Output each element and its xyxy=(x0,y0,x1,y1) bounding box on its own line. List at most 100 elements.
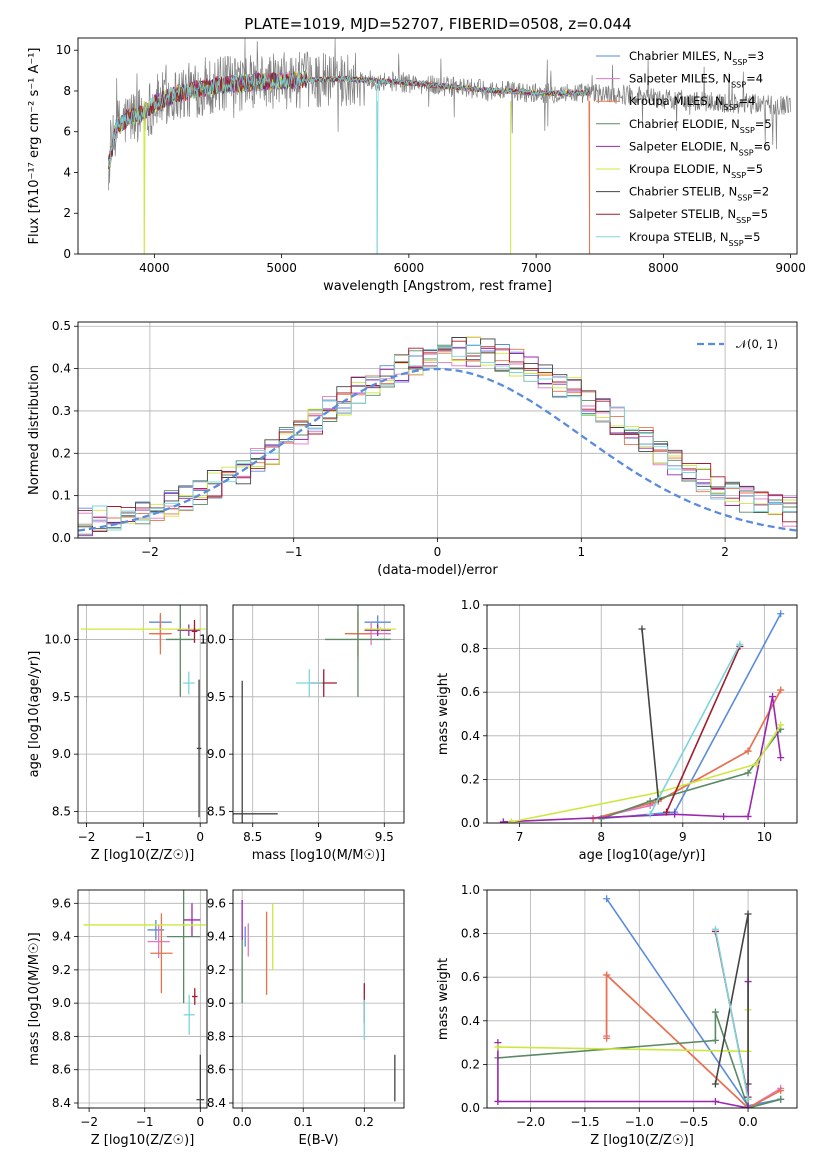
legend-label-chabrier_elodie: Chabrier ELODIE, NSSP=5 xyxy=(629,117,772,135)
weight-line-kroupa_elodie xyxy=(497,1009,749,1053)
y-tick-label: 9.0 xyxy=(207,996,226,1010)
y-tick-label: 8.8 xyxy=(207,1029,226,1043)
y-tick-label: 10.0 xyxy=(199,632,226,646)
y-tick-label: 0.0 xyxy=(52,531,71,545)
x-axis-label: age [log10(age/yr)] xyxy=(579,848,706,863)
y-tick-label: 0.1 xyxy=(52,489,71,503)
legend-label-normal: 𝒩(0, 1) xyxy=(736,337,778,351)
y-tick-label: 0.5 xyxy=(52,319,71,333)
weight-line-kroupa_elodie xyxy=(511,724,782,823)
y-tick-label: 8.4 xyxy=(52,1096,71,1110)
weight-marker-salpeter_elodie xyxy=(777,754,785,762)
panel-weight_vs_age: 7 8 9 10 0.0 0.2 0.4 0.6 0.8 1.0 age [log10(age/yr… xyxy=(436,598,798,863)
y-tick-label: 10 xyxy=(56,43,71,57)
y-tick-label: 0.4 xyxy=(461,1014,480,1028)
plot-area xyxy=(80,605,206,818)
y-tick-label: 0.3 xyxy=(52,404,71,418)
weight-marker-salpeter_elodie xyxy=(499,818,507,823)
x-tick-label: 0 xyxy=(196,830,204,844)
x-tick-label: 0.0 xyxy=(739,1115,758,1129)
y-axis-label: mass weight xyxy=(436,673,451,755)
weight-marker-kroupa_stelib xyxy=(744,1095,752,1103)
weight-line-kroupa_stelib xyxy=(714,929,749,1100)
legend-subscript: SSP xyxy=(737,193,752,202)
weight-line-kroupa_miles xyxy=(605,973,782,1108)
y-tick-label: 0.0 xyxy=(461,1101,480,1115)
axes-frame xyxy=(486,889,798,1109)
plot-area xyxy=(241,899,396,1102)
legend-subscript: SSP xyxy=(731,80,746,89)
plot-area xyxy=(83,890,206,1108)
weight-marker-chabrier_miles xyxy=(777,610,785,618)
weight-marker-salpeter_elodie xyxy=(671,810,679,818)
weight-marker-kroupa_elodie xyxy=(507,818,515,823)
spectrum-model-kroupa_stelib xyxy=(108,71,590,254)
x-tick-label: 6000 xyxy=(394,261,425,275)
y-axis-label: mass [log10(M/M☉)] xyxy=(27,932,42,1065)
y-tick-label: 8.4 xyxy=(207,1096,226,1110)
weight-line-chabrier_elodie xyxy=(600,728,782,820)
legend-value: =4 xyxy=(746,72,763,86)
axes-frame xyxy=(77,604,208,824)
weight-marker-chabrier_elodie xyxy=(744,769,752,777)
y-tick-label: 0.4 xyxy=(461,729,480,743)
y-tick-label: 9.4 xyxy=(52,930,71,944)
weight-line-salpeter_elodie xyxy=(497,981,749,1108)
x-tick-label: 0.0 xyxy=(233,1115,252,1129)
legend-label-salpeter_stelib: Salpeter STELIB, NSSP=5 xyxy=(629,207,768,225)
x-tick-label: −2.0 xyxy=(516,1115,545,1129)
y-tick-label: 9.2 xyxy=(207,963,226,977)
y-tick-label: 9.5 xyxy=(52,690,71,704)
y-axis-label: mass weight xyxy=(436,958,451,1040)
y-tick-label: 9.0 xyxy=(52,747,71,761)
y-tick-label: 0.0 xyxy=(461,816,480,830)
panel-age_vs_mass: 8.5 9 9.5 8.5 9.0 9.5 10.0 mass [log10(M/M☉)] xyxy=(199,604,405,863)
x-tick-label: 0.1 xyxy=(294,1115,313,1129)
x-tick-label: 9.5 xyxy=(375,830,394,844)
y-tick-label: 8.5 xyxy=(52,805,71,819)
legend-label-kroupa_miles: Kroupa MILES, NSSP=4 xyxy=(629,94,755,112)
x-axis-label: Z [log10(Z/Z☉)] xyxy=(590,1133,694,1148)
x-tick-label: −1 xyxy=(135,830,153,844)
y-tick-label: 0.6 xyxy=(461,970,480,984)
x-tick-label: 0 xyxy=(434,545,442,559)
weight-marker-kroupa_miles xyxy=(744,747,752,755)
weight-marker-kroupa_elodie xyxy=(777,721,785,729)
panel-weight_vs_z: −2.0 −1.5 −1.0 −0.5 0.0 0.0 0.2 0.4 0.6 0.8 1.0 Z [… xyxy=(436,883,798,1148)
weight-marker-chabrier_elodie xyxy=(777,1095,785,1103)
y-axis-label: Flux [fλ10⁻¹⁷ erg cm⁻² s⁻¹ A⁻¹] xyxy=(27,48,42,245)
weight-marker-chabrier_stelib xyxy=(638,625,646,633)
y-tick-label: 0.4 xyxy=(52,362,71,376)
weight-marker-kroupa_elodie xyxy=(494,1043,502,1051)
weight-marker-kroupa_miles xyxy=(603,1034,611,1042)
legend-subscript: SSP xyxy=(739,148,754,157)
legend-value: =5 xyxy=(744,230,761,244)
x-tick-label: 5000 xyxy=(266,261,297,275)
x-axis-label: (data-model)/error xyxy=(377,563,498,578)
axes-frame xyxy=(232,889,405,1109)
y-tick-label: 0.8 xyxy=(461,927,480,941)
plot-area xyxy=(494,895,785,1108)
y-tick-label: 8 xyxy=(63,84,71,98)
y-tick-label: 9.0 xyxy=(207,747,226,761)
x-tick-label: −2 xyxy=(141,545,159,559)
weight-line-chabrier_stelib xyxy=(641,628,660,800)
legend-value: =5 xyxy=(755,117,772,131)
weight-marker-chabrier_elodie xyxy=(711,1036,719,1044)
weight-marker-kroupa_miles xyxy=(777,1087,785,1095)
y-tick-label: 1.0 xyxy=(461,598,480,612)
weight-marker-kroupa_stelib xyxy=(736,640,744,648)
y-axis-label: Normed distribution xyxy=(27,365,42,495)
panel-residuals: −2 −1 0 1 2 0.0 0.1 0.2 0.3 0.4 0.5 (data-model)/er… xyxy=(27,319,798,578)
y-tick-label: 0.8 xyxy=(461,642,480,656)
weight-marker-chabrier_stelib xyxy=(711,1080,719,1088)
x-tick-label: 7 xyxy=(516,830,524,844)
plot-area xyxy=(78,336,797,537)
axes-frame xyxy=(77,321,798,539)
weight-marker-kroupa_elodie xyxy=(752,760,760,768)
x-tick-label: 8.5 xyxy=(243,830,262,844)
x-tick-label: 10 xyxy=(757,830,772,844)
legend-value: =5 xyxy=(746,162,763,176)
legend-label-kroupa_stelib: Kroupa STELIB, NSSP=5 xyxy=(629,230,760,248)
